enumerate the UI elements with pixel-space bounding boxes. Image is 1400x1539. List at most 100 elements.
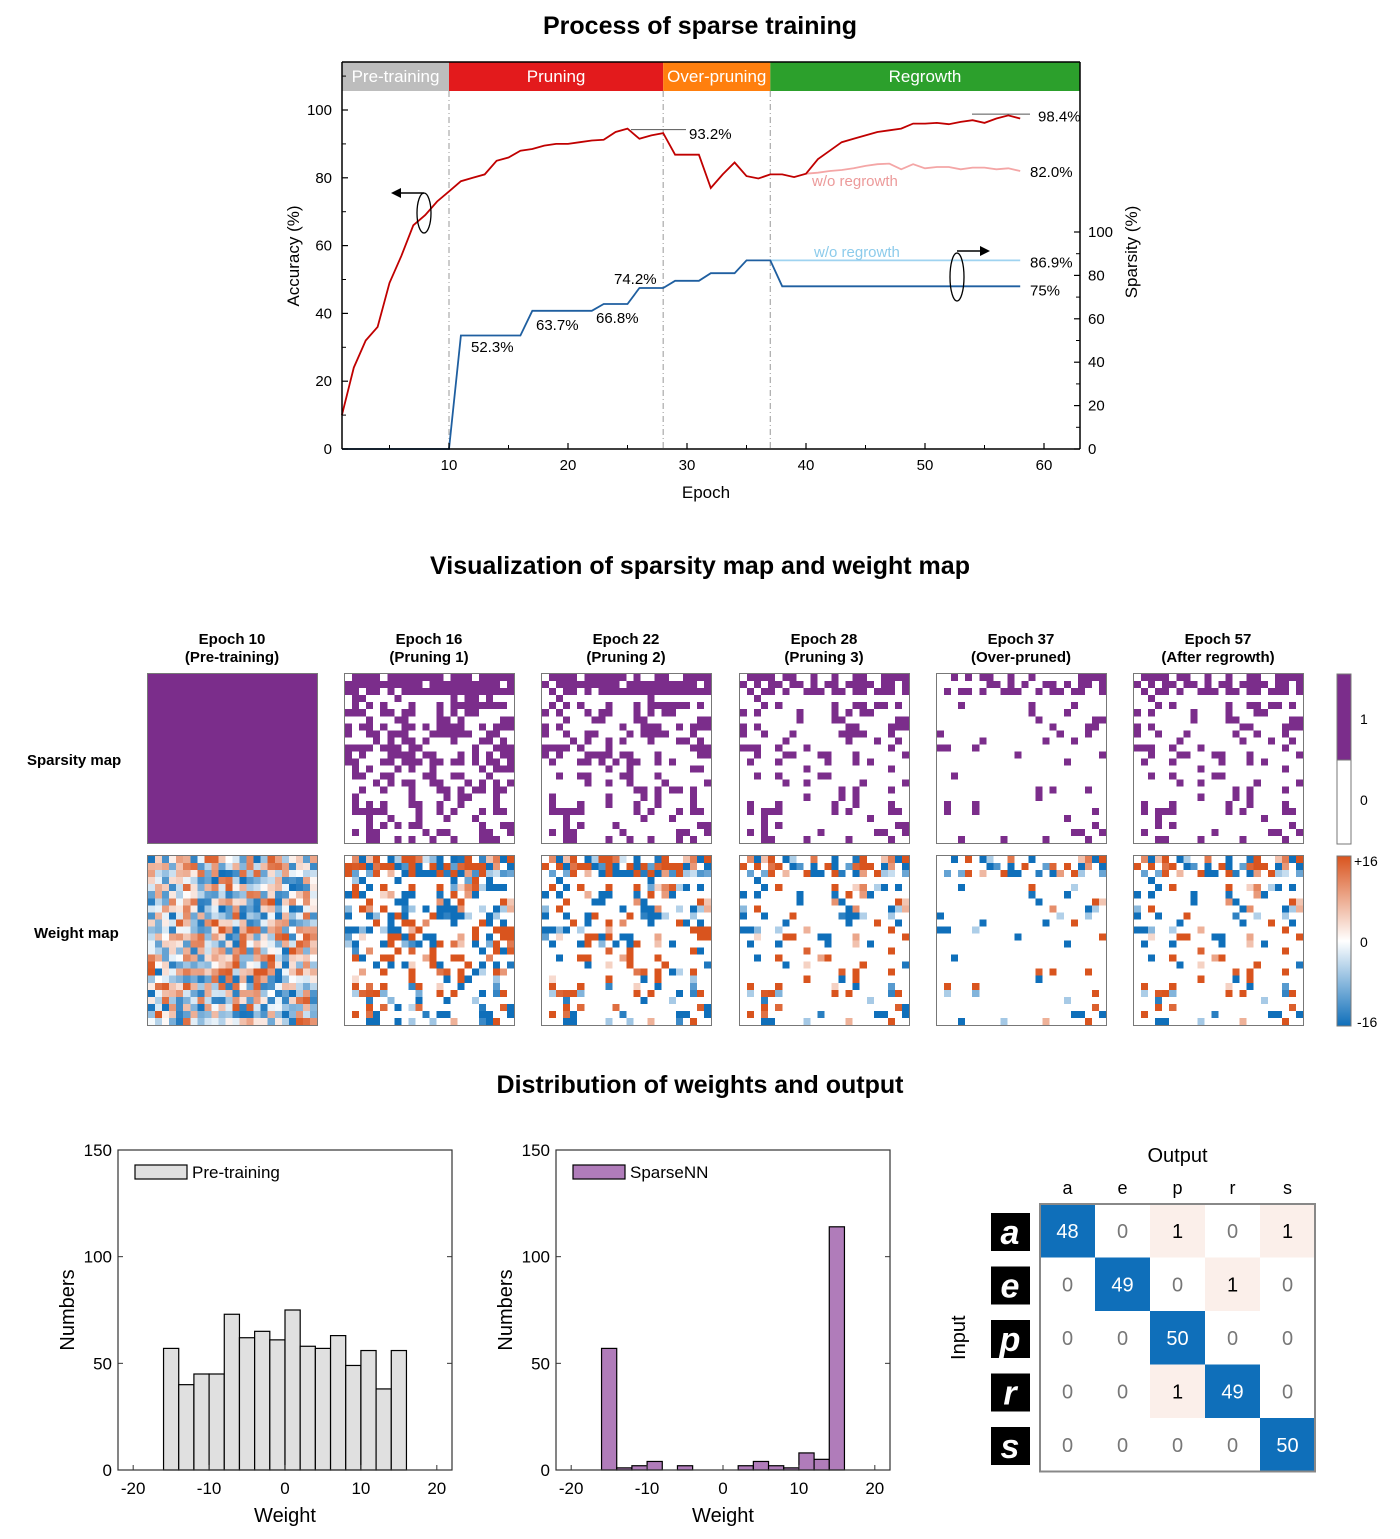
y-tick-label: 0 xyxy=(324,441,332,458)
label-sparsity-wo-regrowth: w/o regrowth xyxy=(813,244,900,261)
map-column-title: Epoch 16 (Pruning 1) xyxy=(329,631,529,667)
histogram-bar xyxy=(813,1458,830,1471)
histogram-bar xyxy=(193,1373,210,1471)
histogram-bar xyxy=(223,1313,241,1471)
y-tick-label: 20 xyxy=(315,373,332,390)
input-glyph-p-icon: p xyxy=(991,1320,1030,1359)
output-column-label: p xyxy=(1172,1178,1182,1198)
input-glyph-s-icon: s xyxy=(991,1427,1030,1466)
confusion-cell xyxy=(1260,1204,1315,1258)
histogram-bar xyxy=(646,1460,663,1471)
histogram-bar xyxy=(238,1337,256,1471)
confusion-value: 50 xyxy=(1276,1435,1298,1457)
x-tick-label: 10 xyxy=(789,1479,808,1498)
histogram-bar xyxy=(390,1349,408,1471)
annotation-label: 86.9% xyxy=(1030,254,1073,271)
annotation-label: 66.8% xyxy=(596,310,639,327)
x-tick-label: 10 xyxy=(351,1479,370,1498)
input-row-label: e xyxy=(1001,1268,1020,1306)
confusion-cell xyxy=(1150,1257,1205,1311)
y-tick-label: 150 xyxy=(84,1141,112,1160)
weight-map-5 xyxy=(1133,855,1304,1026)
confusion-cell xyxy=(1260,1364,1315,1418)
x-tick-label: -10 xyxy=(197,1479,222,1498)
confusion-value: 0 xyxy=(1117,1221,1128,1243)
y-tick-label: 150 xyxy=(522,1141,550,1160)
x-tick-label: 0 xyxy=(280,1479,289,1498)
histogram-bar xyxy=(299,1345,316,1471)
right-axis-indicator-icon xyxy=(949,246,990,302)
y-right-tick-label: 0 xyxy=(1088,441,1096,458)
phase-label-3: Regrowth xyxy=(889,67,962,86)
left-axis-indicator-icon xyxy=(391,188,432,234)
confusion-value: 0 xyxy=(1117,1381,1128,1403)
confusion-cell xyxy=(1260,1311,1315,1365)
map-epoch-label: Epoch 37 xyxy=(987,631,1055,648)
legend-swatch xyxy=(572,1164,626,1180)
histogram-pre-training: -20 -10 0 10 20 0 50 100 150 Weight Numbers Pre-tra… xyxy=(57,1141,453,1527)
y-tick-label: 60 xyxy=(315,238,332,255)
series-line-accuracy-w-o-regrowth xyxy=(805,162,1021,175)
confusion-cell xyxy=(1205,1257,1260,1311)
histogram-bar xyxy=(375,1388,392,1471)
input-row-label: s xyxy=(1001,1428,1020,1466)
confusion-cell xyxy=(1260,1257,1315,1311)
confusion-value: 1 xyxy=(1172,1221,1183,1243)
x-axis-label: Weight xyxy=(692,1505,754,1527)
map-phase-label: (Pre-training) xyxy=(184,649,280,666)
confusion-cell xyxy=(1150,1418,1205,1472)
confusion-value: 49 xyxy=(1111,1274,1133,1296)
confusion-value: 0 xyxy=(1117,1328,1128,1350)
confusion-value: 0 xyxy=(1062,1435,1073,1457)
legend-swatch xyxy=(134,1164,188,1180)
y-axis-label: Numbers xyxy=(57,1269,79,1350)
sparsity-colorbar-tick-1: 1 xyxy=(1360,711,1368,727)
map-epoch-label: Epoch 57 xyxy=(1184,631,1252,648)
histogram-bar xyxy=(284,1309,301,1471)
distribution-title: Distribution of weights and output xyxy=(496,1071,904,1099)
weight-map-0 xyxy=(147,855,318,1026)
series-line-sparsity xyxy=(341,259,1021,450)
histogram-bar xyxy=(828,1226,846,1471)
weight-map-4 xyxy=(936,855,1107,1026)
phase-label-1: Pruning xyxy=(527,67,586,86)
confusion-cell xyxy=(1205,1418,1260,1472)
histogram-bar xyxy=(631,1465,648,1471)
histogram-bar xyxy=(737,1465,754,1471)
input-row-label: p xyxy=(999,1321,1021,1359)
sparsity-map-3 xyxy=(739,673,910,844)
map-epoch-label: Epoch 22 xyxy=(592,631,660,648)
y-right-tick-label: 20 xyxy=(1088,398,1105,415)
sparsity-colorbar-tick-0: 0 xyxy=(1360,792,1368,808)
histogram-bar xyxy=(360,1349,377,1471)
sparsity-colorbar: 1 0 xyxy=(1336,673,1368,845)
histogram-bar xyxy=(767,1465,785,1471)
histogram-bar xyxy=(208,1373,225,1471)
output-column-label: r xyxy=(1230,1178,1236,1198)
output-column-label: s xyxy=(1283,1178,1292,1198)
map-epoch-label: Epoch 16 xyxy=(395,631,463,648)
map-epoch-label: Epoch 10 xyxy=(198,631,266,648)
phase-band-3 xyxy=(770,62,1080,91)
x-axis-label: Output xyxy=(1147,1145,1207,1167)
histogram-bar xyxy=(752,1460,770,1471)
map-phase-label: (Pruning 3) xyxy=(784,649,864,666)
weight-map-3 xyxy=(739,855,910,1026)
weight-colorbar: +16 0 -16 xyxy=(1336,853,1378,1030)
map-column-title: Epoch 57 (After regrowth) xyxy=(1118,631,1318,667)
process-title: Process of sparse training xyxy=(542,12,857,40)
y-axis-label-right: Sparsity (%) xyxy=(1122,206,1141,299)
y-tick-label: 100 xyxy=(84,1248,112,1267)
confusion-cell xyxy=(1095,1257,1150,1311)
confusion-value: 50 xyxy=(1166,1328,1188,1350)
confusion-value: 0 xyxy=(1062,1328,1073,1350)
sparsity-map-0 xyxy=(147,673,318,844)
confusion-cell xyxy=(1095,1364,1150,1418)
confusion-value: 49 xyxy=(1221,1381,1243,1403)
map-column-title: Epoch 10 (Pre-training) xyxy=(132,631,332,667)
x-axis-label: Weight xyxy=(254,1505,316,1527)
histogram-bar xyxy=(600,1347,618,1471)
x-tick-label: -20 xyxy=(121,1479,146,1498)
map-phase-label: (Pruning 1) xyxy=(389,649,469,666)
y-tick-label: 0 xyxy=(541,1461,550,1480)
